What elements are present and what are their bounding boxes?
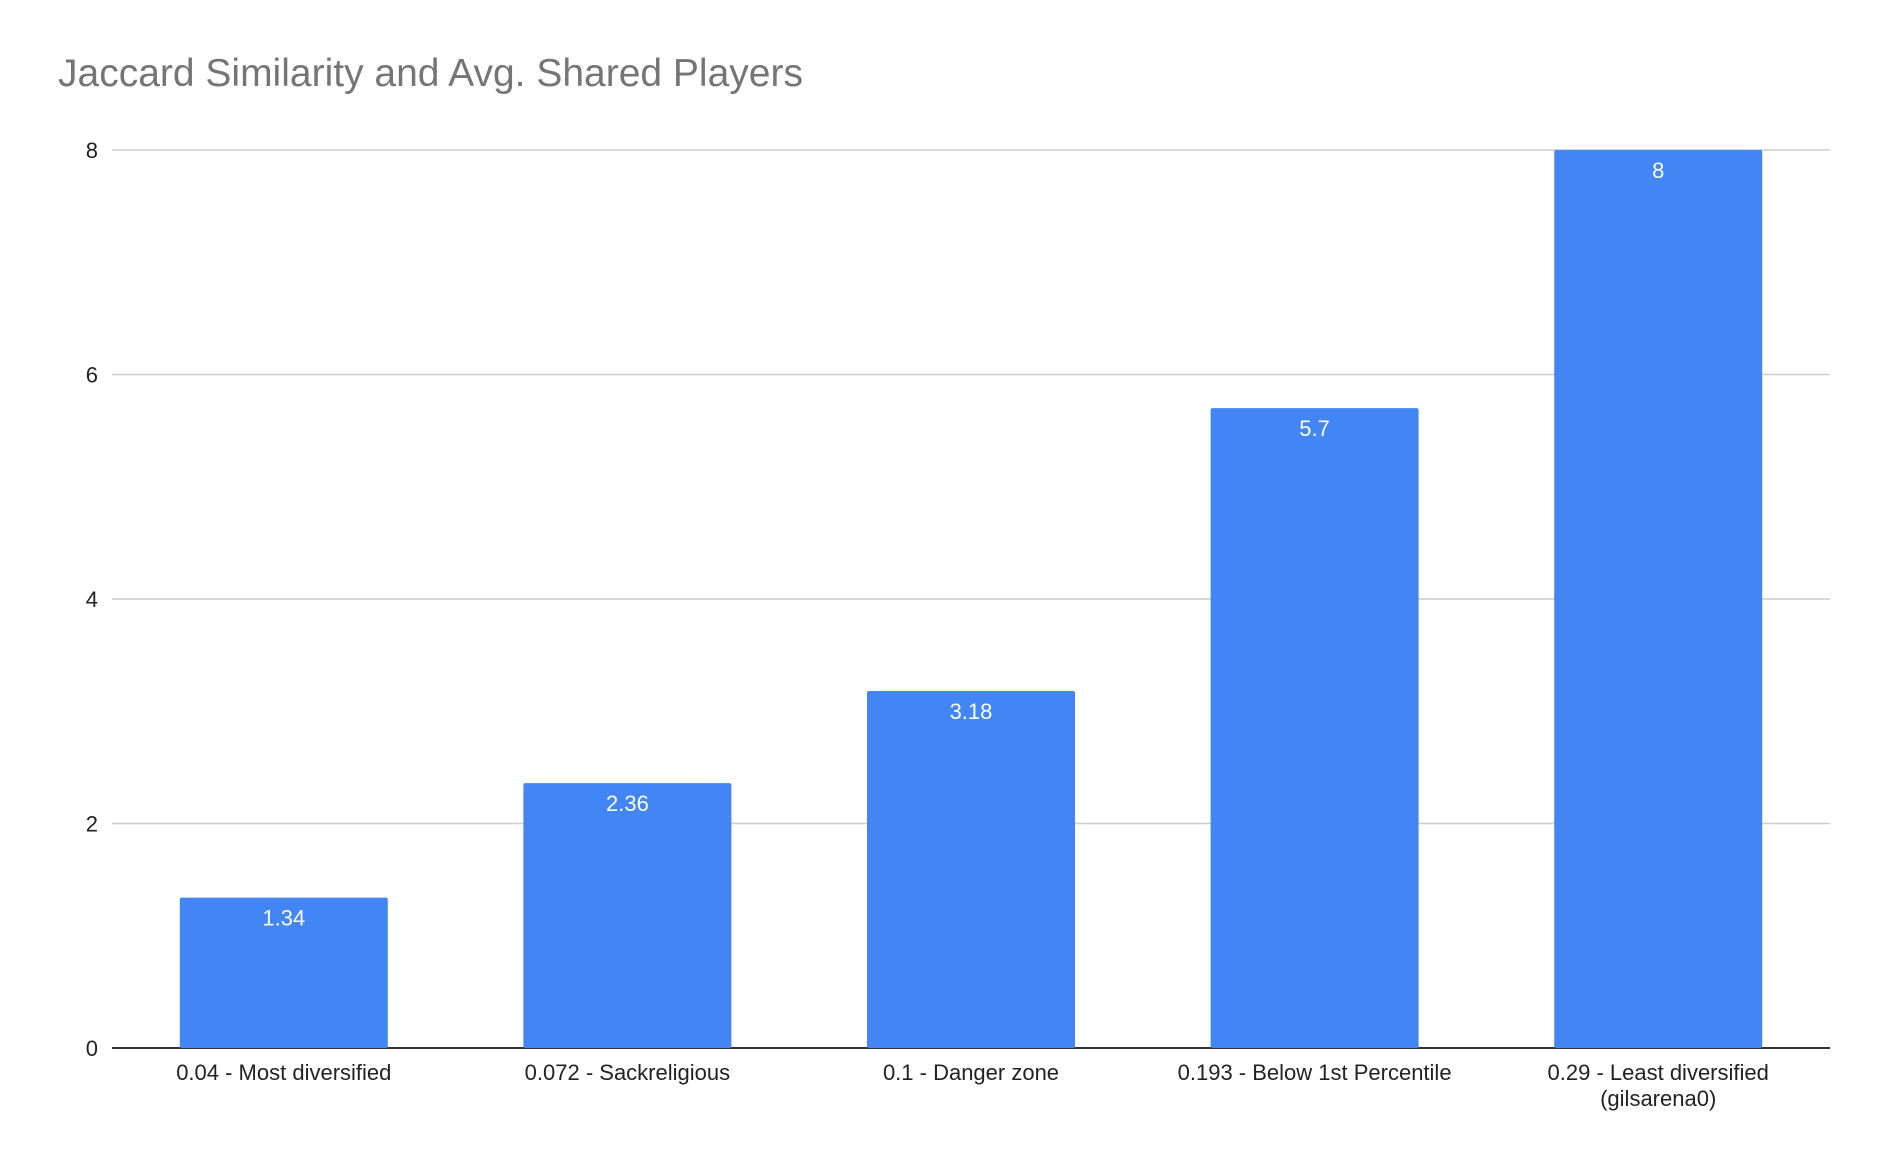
- y-tick-label: 0: [86, 1036, 98, 1061]
- x-tick-label: 0.072 - Sackreligious: [525, 1060, 730, 1085]
- y-tick-label: 6: [86, 363, 98, 388]
- bar[interactable]: [1210, 408, 1419, 1048]
- bar[interactable]: [179, 897, 388, 1048]
- y-tick-label: 4: [86, 587, 98, 612]
- y-tick-label: 2: [86, 812, 98, 837]
- x-tick-label: 0.04 - Most diversified: [176, 1060, 391, 1085]
- labels: 0 2 4 6 8 1.34 0.04 - Most diversified 2.36 0.07…: [86, 138, 1769, 1111]
- data-label: 8: [1652, 158, 1664, 183]
- data-label: 1.34: [262, 906, 305, 931]
- chart-title: Jaccard Similarity and Avg. Shared Playe…: [58, 52, 803, 95]
- y-tick-label: 8: [86, 138, 98, 163]
- bars: [179, 150, 1763, 1048]
- bar[interactable]: [523, 783, 732, 1048]
- bar[interactable]: [867, 691, 1075, 1048]
- data-label: 3.18: [950, 699, 993, 724]
- x-tick-label: 0.193 - Below 1st Percentile: [1178, 1060, 1452, 1085]
- x-tick-label: 0.29 - Least diversified (gilsarena0): [1548, 1060, 1769, 1111]
- bar[interactable]: [1554, 150, 1763, 1048]
- data-label: 5.7: [1299, 416, 1330, 441]
- data-label: 2.36: [606, 791, 649, 816]
- x-tick-label: 0.1 - Danger zone: [883, 1060, 1059, 1085]
